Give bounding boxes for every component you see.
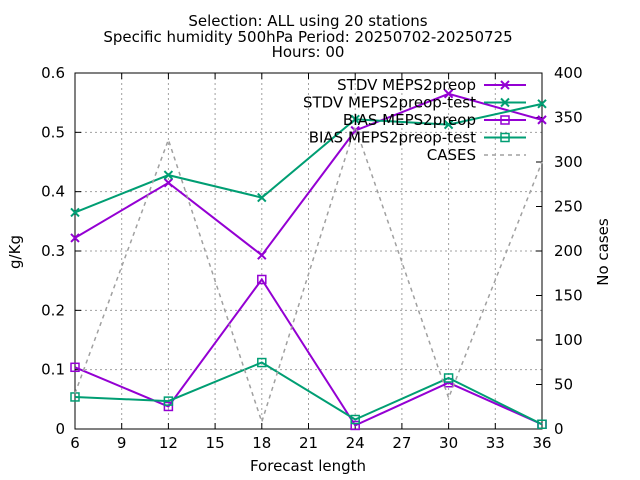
- x-tick-label: 30: [439, 434, 458, 452]
- y2-tick-label: 0: [554, 420, 564, 438]
- y-tick-label: 0.1: [41, 361, 65, 379]
- legend-label: BIAS MEPS2preop: [343, 111, 476, 129]
- series-0: [70, 89, 547, 260]
- legend-marker: [500, 97, 510, 108]
- x-tick-label: 18: [252, 434, 271, 452]
- data-point: [257, 357, 267, 368]
- series-line: [74, 361, 543, 426]
- legend-entry: CASES: [427, 146, 526, 164]
- legend-entry: STDV MEPS2preop: [337, 76, 526, 94]
- y-axis-title: g/Kg: [6, 235, 24, 269]
- title-line-1: Selection: ALL using 20 stations: [188, 12, 427, 30]
- data-point: [70, 207, 80, 218]
- y2-tick-label: 350: [554, 109, 583, 127]
- y2-tick-label: 200: [554, 242, 583, 260]
- data-point: [443, 119, 454, 130]
- data-point: [163, 170, 174, 180]
- data-point: [537, 419, 547, 430]
- legend-entry: BIAS MEPS2preop: [343, 111, 526, 129]
- x-tick-label: 21: [299, 434, 318, 452]
- y2-tick-label: 50: [554, 376, 573, 394]
- data-point: [163, 178, 174, 188]
- series-line: [74, 124, 543, 425]
- y-tick-label: 0.6: [41, 64, 65, 82]
- data-point: [443, 89, 454, 99]
- y2-tick-label: 150: [554, 287, 583, 305]
- y-tick-label: 0: [55, 420, 65, 438]
- x-tick-label: 12: [159, 434, 178, 452]
- legend-entry: STDV MEPS2preop-test: [303, 94, 526, 112]
- data-point: [163, 401, 174, 412]
- y2-tick-label: 300: [554, 153, 583, 171]
- data-point: [443, 373, 454, 383]
- x-tick-label: 15: [206, 434, 225, 452]
- data-point: [257, 274, 267, 285]
- x-tick-label: 6: [70, 434, 80, 452]
- series-3: [70, 357, 547, 430]
- series-line: [74, 92, 543, 257]
- grid: [75, 73, 542, 429]
- y-tick-label: 0.4: [41, 183, 65, 201]
- series: [70, 89, 547, 431]
- legend-label: STDV MEPS2preop-test: [303, 94, 476, 112]
- data-point: [350, 420, 360, 431]
- data-point: [163, 396, 174, 406]
- title-line-2: Specific humidity 500hPa Period: 2025070…: [103, 28, 512, 46]
- chart-title: Selection: ALL using 20 stations Specifi…: [103, 12, 512, 61]
- data-point: [70, 233, 80, 243]
- legend-marker: [500, 132, 510, 143]
- y-tick-label: 0.5: [41, 123, 65, 141]
- x-tick-label: 24: [346, 434, 365, 452]
- y-tick-label: 0.3: [41, 242, 65, 260]
- y2-tick-label: 400: [554, 64, 583, 82]
- y2-tick-label: 250: [554, 198, 583, 216]
- series-4: [74, 124, 543, 425]
- data-point: [70, 362, 80, 373]
- legend-label: CASES: [427, 146, 476, 164]
- legend-label: BIAS MEPS2preop-test: [309, 129, 476, 147]
- x-tick-label: 36: [532, 434, 551, 452]
- data-point: [350, 125, 360, 136]
- title-line-3: Hours: 00: [272, 43, 345, 61]
- y2-tick-label: 100: [554, 331, 583, 349]
- data-point: [350, 414, 360, 425]
- legend-marker: [500, 80, 510, 90]
- data-point: [537, 115, 547, 125]
- x-tick-label: 9: [117, 434, 127, 452]
- y-tick-label: 0.2: [41, 301, 65, 319]
- data-point: [257, 250, 267, 260]
- legend-marker: [500, 115, 510, 125]
- axes: 6 9 12 15 18 21 24 27 30 33 3600.10.20.30.40.50.60…: [41, 64, 583, 452]
- x-tick-label: 33: [486, 434, 505, 452]
- x-tick-label: 27: [392, 434, 411, 452]
- data-point: [537, 99, 547, 109]
- x-axis-title: Forecast length: [250, 457, 366, 475]
- legend-label: STDV MEPS2preop: [337, 76, 476, 94]
- data-point: [257, 192, 267, 203]
- legend-entry: BIAS MEPS2preop-test: [309, 129, 526, 147]
- y2-axis-title: No cases: [594, 218, 612, 286]
- data-point: [350, 114, 360, 124]
